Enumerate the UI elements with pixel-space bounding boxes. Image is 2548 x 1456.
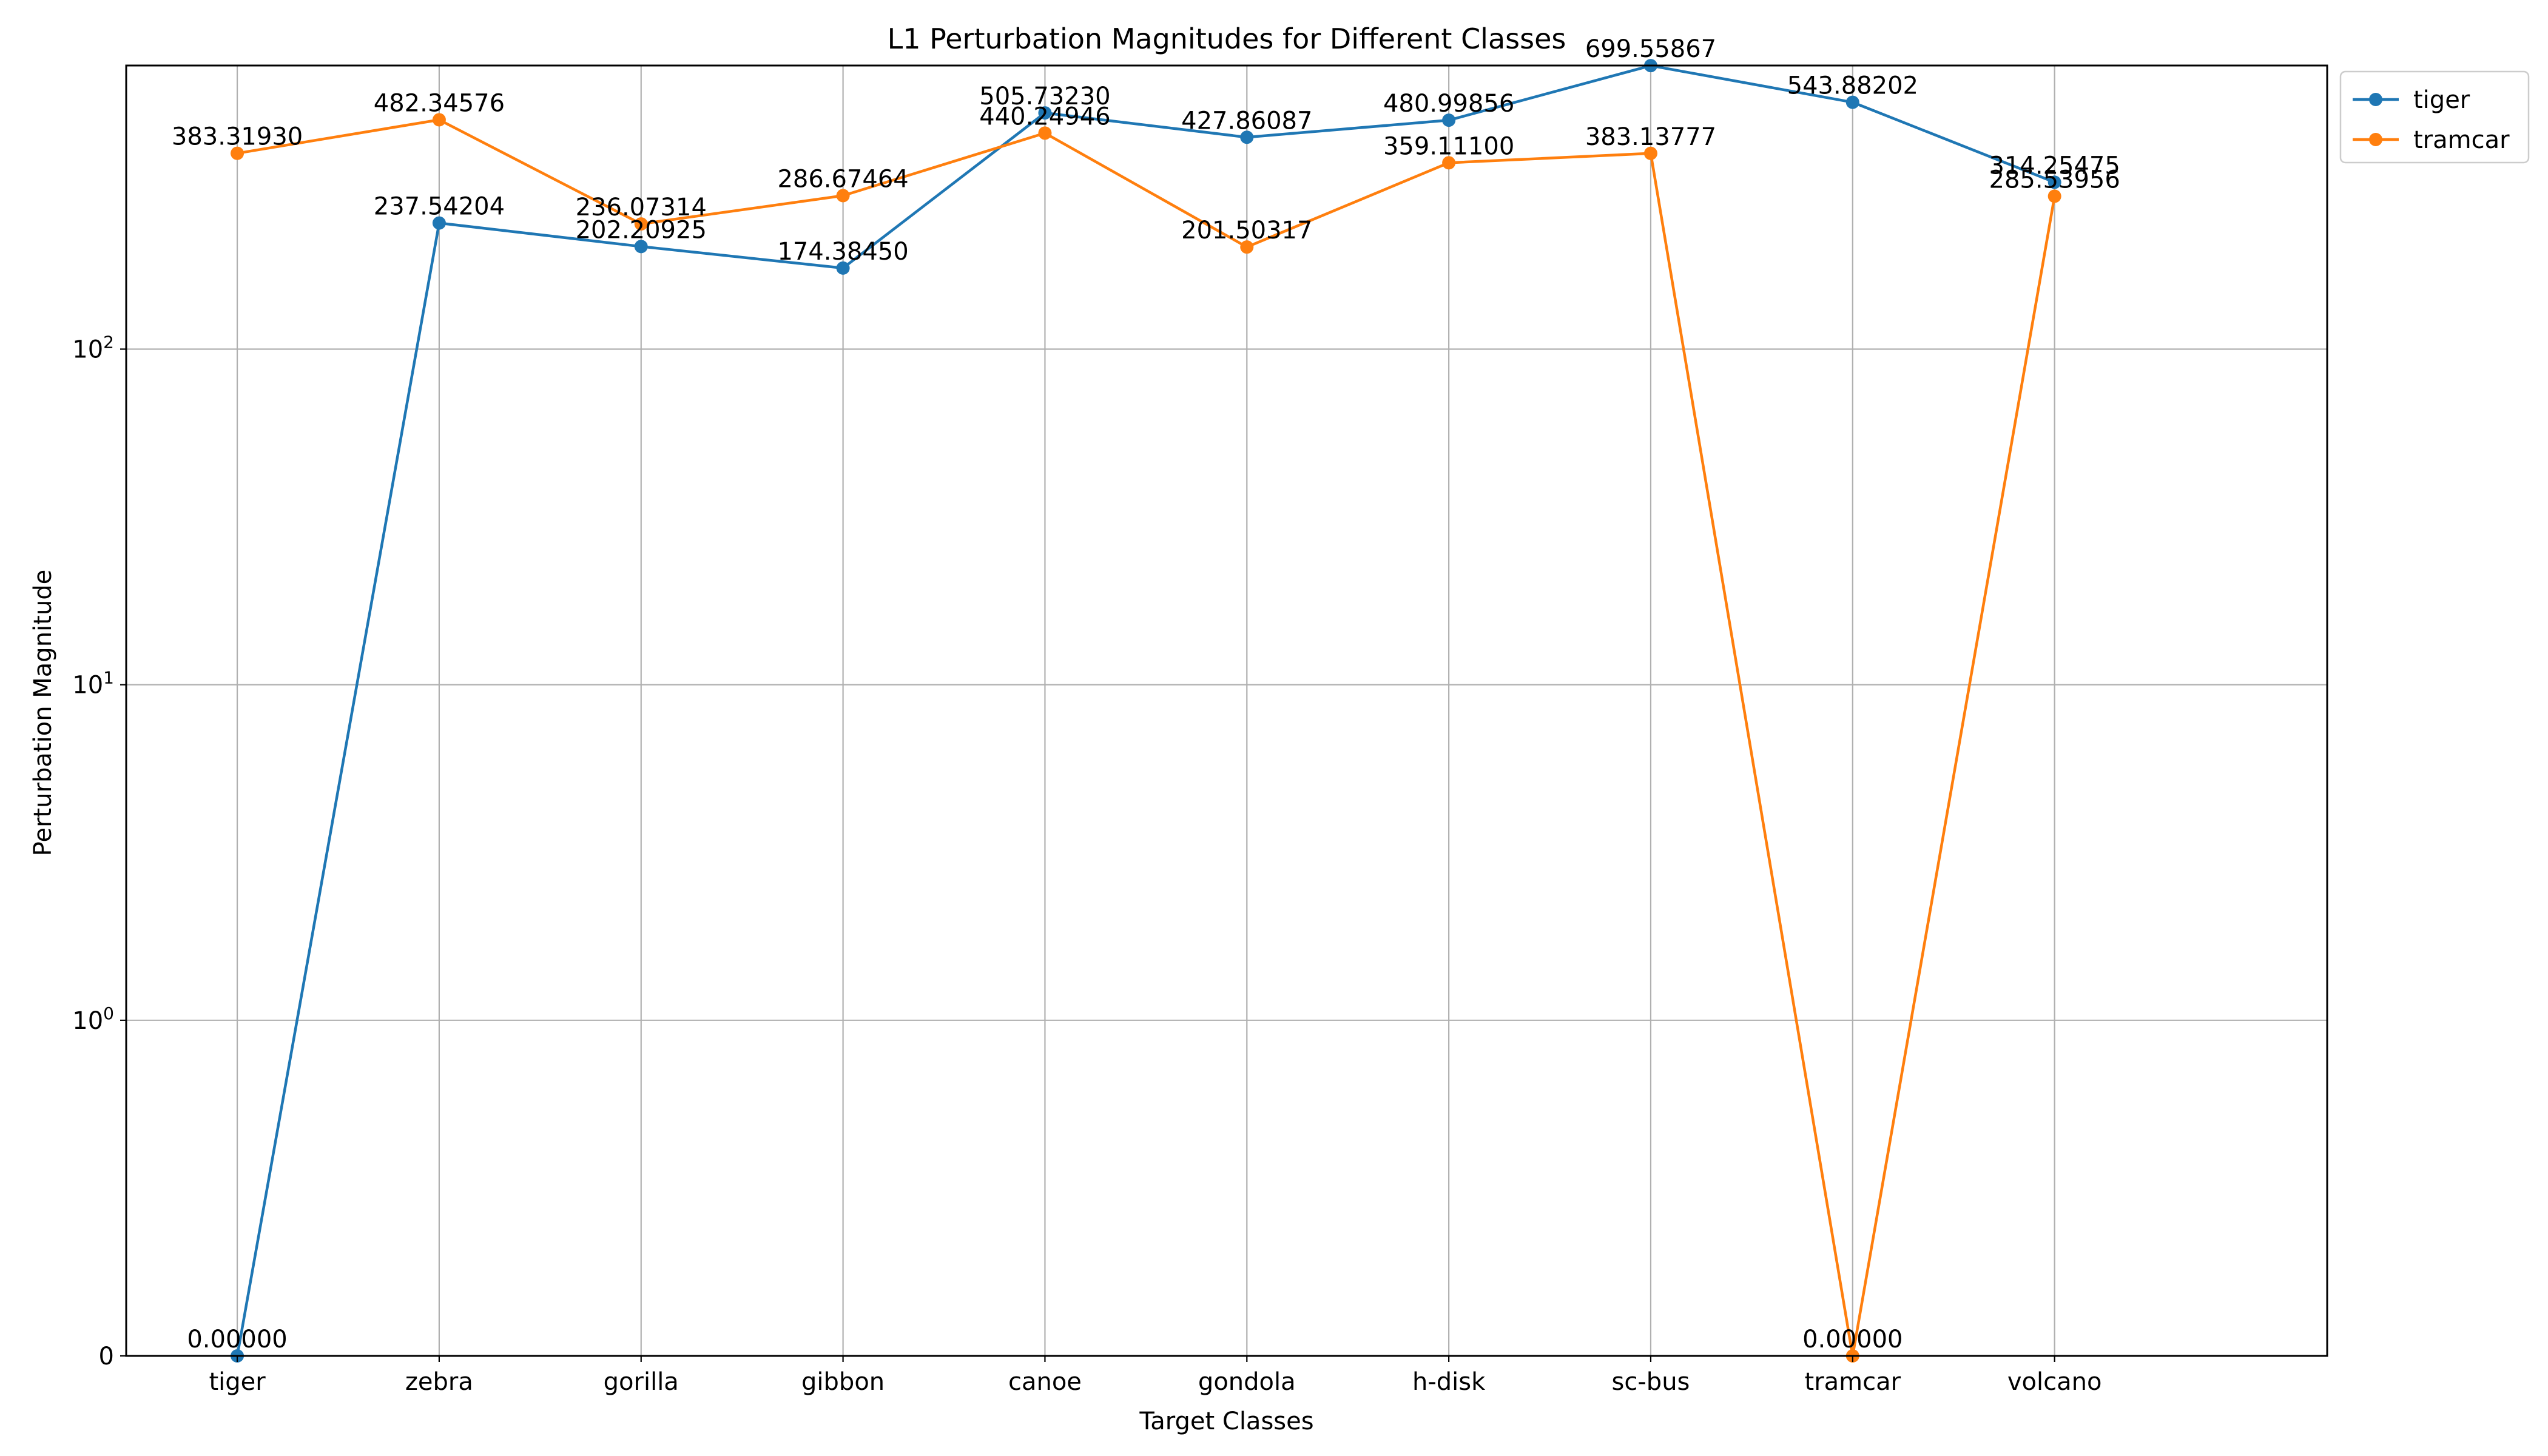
data-label-tiger: 480.99856 <box>1383 90 1514 118</box>
x-tick-label: tiger <box>209 1368 266 1396</box>
data-point-tiger <box>432 216 446 230</box>
legend-marker-tiger <box>2369 93 2382 106</box>
plot-frame <box>125 64 2328 1357</box>
data-label-tramcar: 201.50317 <box>1181 217 1312 244</box>
data-label-tiger: 505.73230 <box>979 83 1110 110</box>
data-label-tiger: 202.20925 <box>576 216 707 244</box>
x-tick-label: canoe <box>1008 1368 1082 1396</box>
y-tick-label: 100 <box>72 1003 114 1035</box>
y-tick-label: 0 <box>99 1343 114 1370</box>
data-label-tiger: 0.00000 <box>187 1326 287 1353</box>
data-point-tramcar <box>1038 126 1052 140</box>
data-label-tramcar: 359.11100 <box>1383 132 1514 160</box>
data-point-tiger <box>1442 113 1456 127</box>
data-label-tiger: 237.54204 <box>374 193 505 221</box>
chart-title: L1 Perturbation Magnitudes for Different… <box>888 22 1566 55</box>
y-tick-label: 102 <box>72 332 114 363</box>
data-point-tramcar <box>231 146 244 160</box>
data-point-tramcar <box>2048 189 2061 203</box>
x-tick-label: gondola <box>1198 1368 1296 1396</box>
y-tick-label: 101 <box>72 668 114 699</box>
series-line-tramcar <box>237 118 2056 1358</box>
data-label-tiger: 174.38450 <box>777 238 908 266</box>
y-axis-label: Perturbation Magnitude <box>29 570 57 856</box>
legend: tiger tramcar <box>2339 70 2530 164</box>
data-point-tiger <box>634 240 648 254</box>
data-label-tramcar: 383.13777 <box>1585 123 1716 151</box>
data-point-tramcar <box>1643 146 1657 160</box>
data-point-tramcar <box>836 189 850 203</box>
data-label-tramcar: 0.00000 <box>1802 1326 1903 1353</box>
data-point-tramcar <box>432 113 446 127</box>
x-tick-label: tramcar <box>1805 1368 1901 1396</box>
x-tick-label: sc-bus <box>1612 1368 1690 1396</box>
data-labels: 0.00000 237.54204 202.20925 174.38450 505.73… <box>172 35 2120 1353</box>
data-label-tiger: 314.25475 <box>1989 152 2120 180</box>
data-label-tramcar: 286.67464 <box>777 165 908 193</box>
x-axis-label: Target Classes <box>1139 1407 1313 1435</box>
data-point-tramcar <box>1442 156 1456 170</box>
data-label-tramcar: 236.07314 <box>576 194 707 221</box>
data-point-tramcar <box>1240 240 1254 254</box>
x-tick-label: zebra <box>405 1368 473 1396</box>
data-point-tiger <box>1240 130 1254 144</box>
x-tick-label: volcano <box>2007 1368 2102 1396</box>
data-point-tiger <box>1038 106 1052 120</box>
legend-label-tramcar: tramcar <box>2413 126 2510 154</box>
x-tick-label: gibbon <box>801 1368 885 1396</box>
legend-marker-tramcar <box>2369 133 2382 146</box>
data-label-tiger: 543.88202 <box>1787 72 1918 100</box>
grid <box>126 66 2327 1356</box>
data-label-tramcar: 383.31930 <box>172 123 303 151</box>
x-tick-label: h-disk <box>1412 1368 1486 1396</box>
data-label-tramcar: 440.24946 <box>979 103 1110 130</box>
legend-label-tiger: tiger <box>2413 86 2470 114</box>
data-label-tramcar: 482.34576 <box>374 89 505 117</box>
x-tick-label: gorilla <box>604 1368 679 1396</box>
series-line-tiger <box>235 64 2055 1357</box>
data-point-tramcar <box>634 217 648 231</box>
data-label-tramcar: 285.53956 <box>1989 166 2120 194</box>
data-label-tiger: 699.55867 <box>1585 35 1716 63</box>
data-point-tiger <box>836 261 850 275</box>
data-label-tiger: 427.86087 <box>1181 107 1312 135</box>
data-point-tiger <box>1845 95 1859 109</box>
axes: tiger zebra gorilla gibbon canoe gondola h-dis… <box>72 332 2101 1396</box>
data-point-tiger <box>2048 175 2061 189</box>
series-lines <box>231 59 2061 1363</box>
